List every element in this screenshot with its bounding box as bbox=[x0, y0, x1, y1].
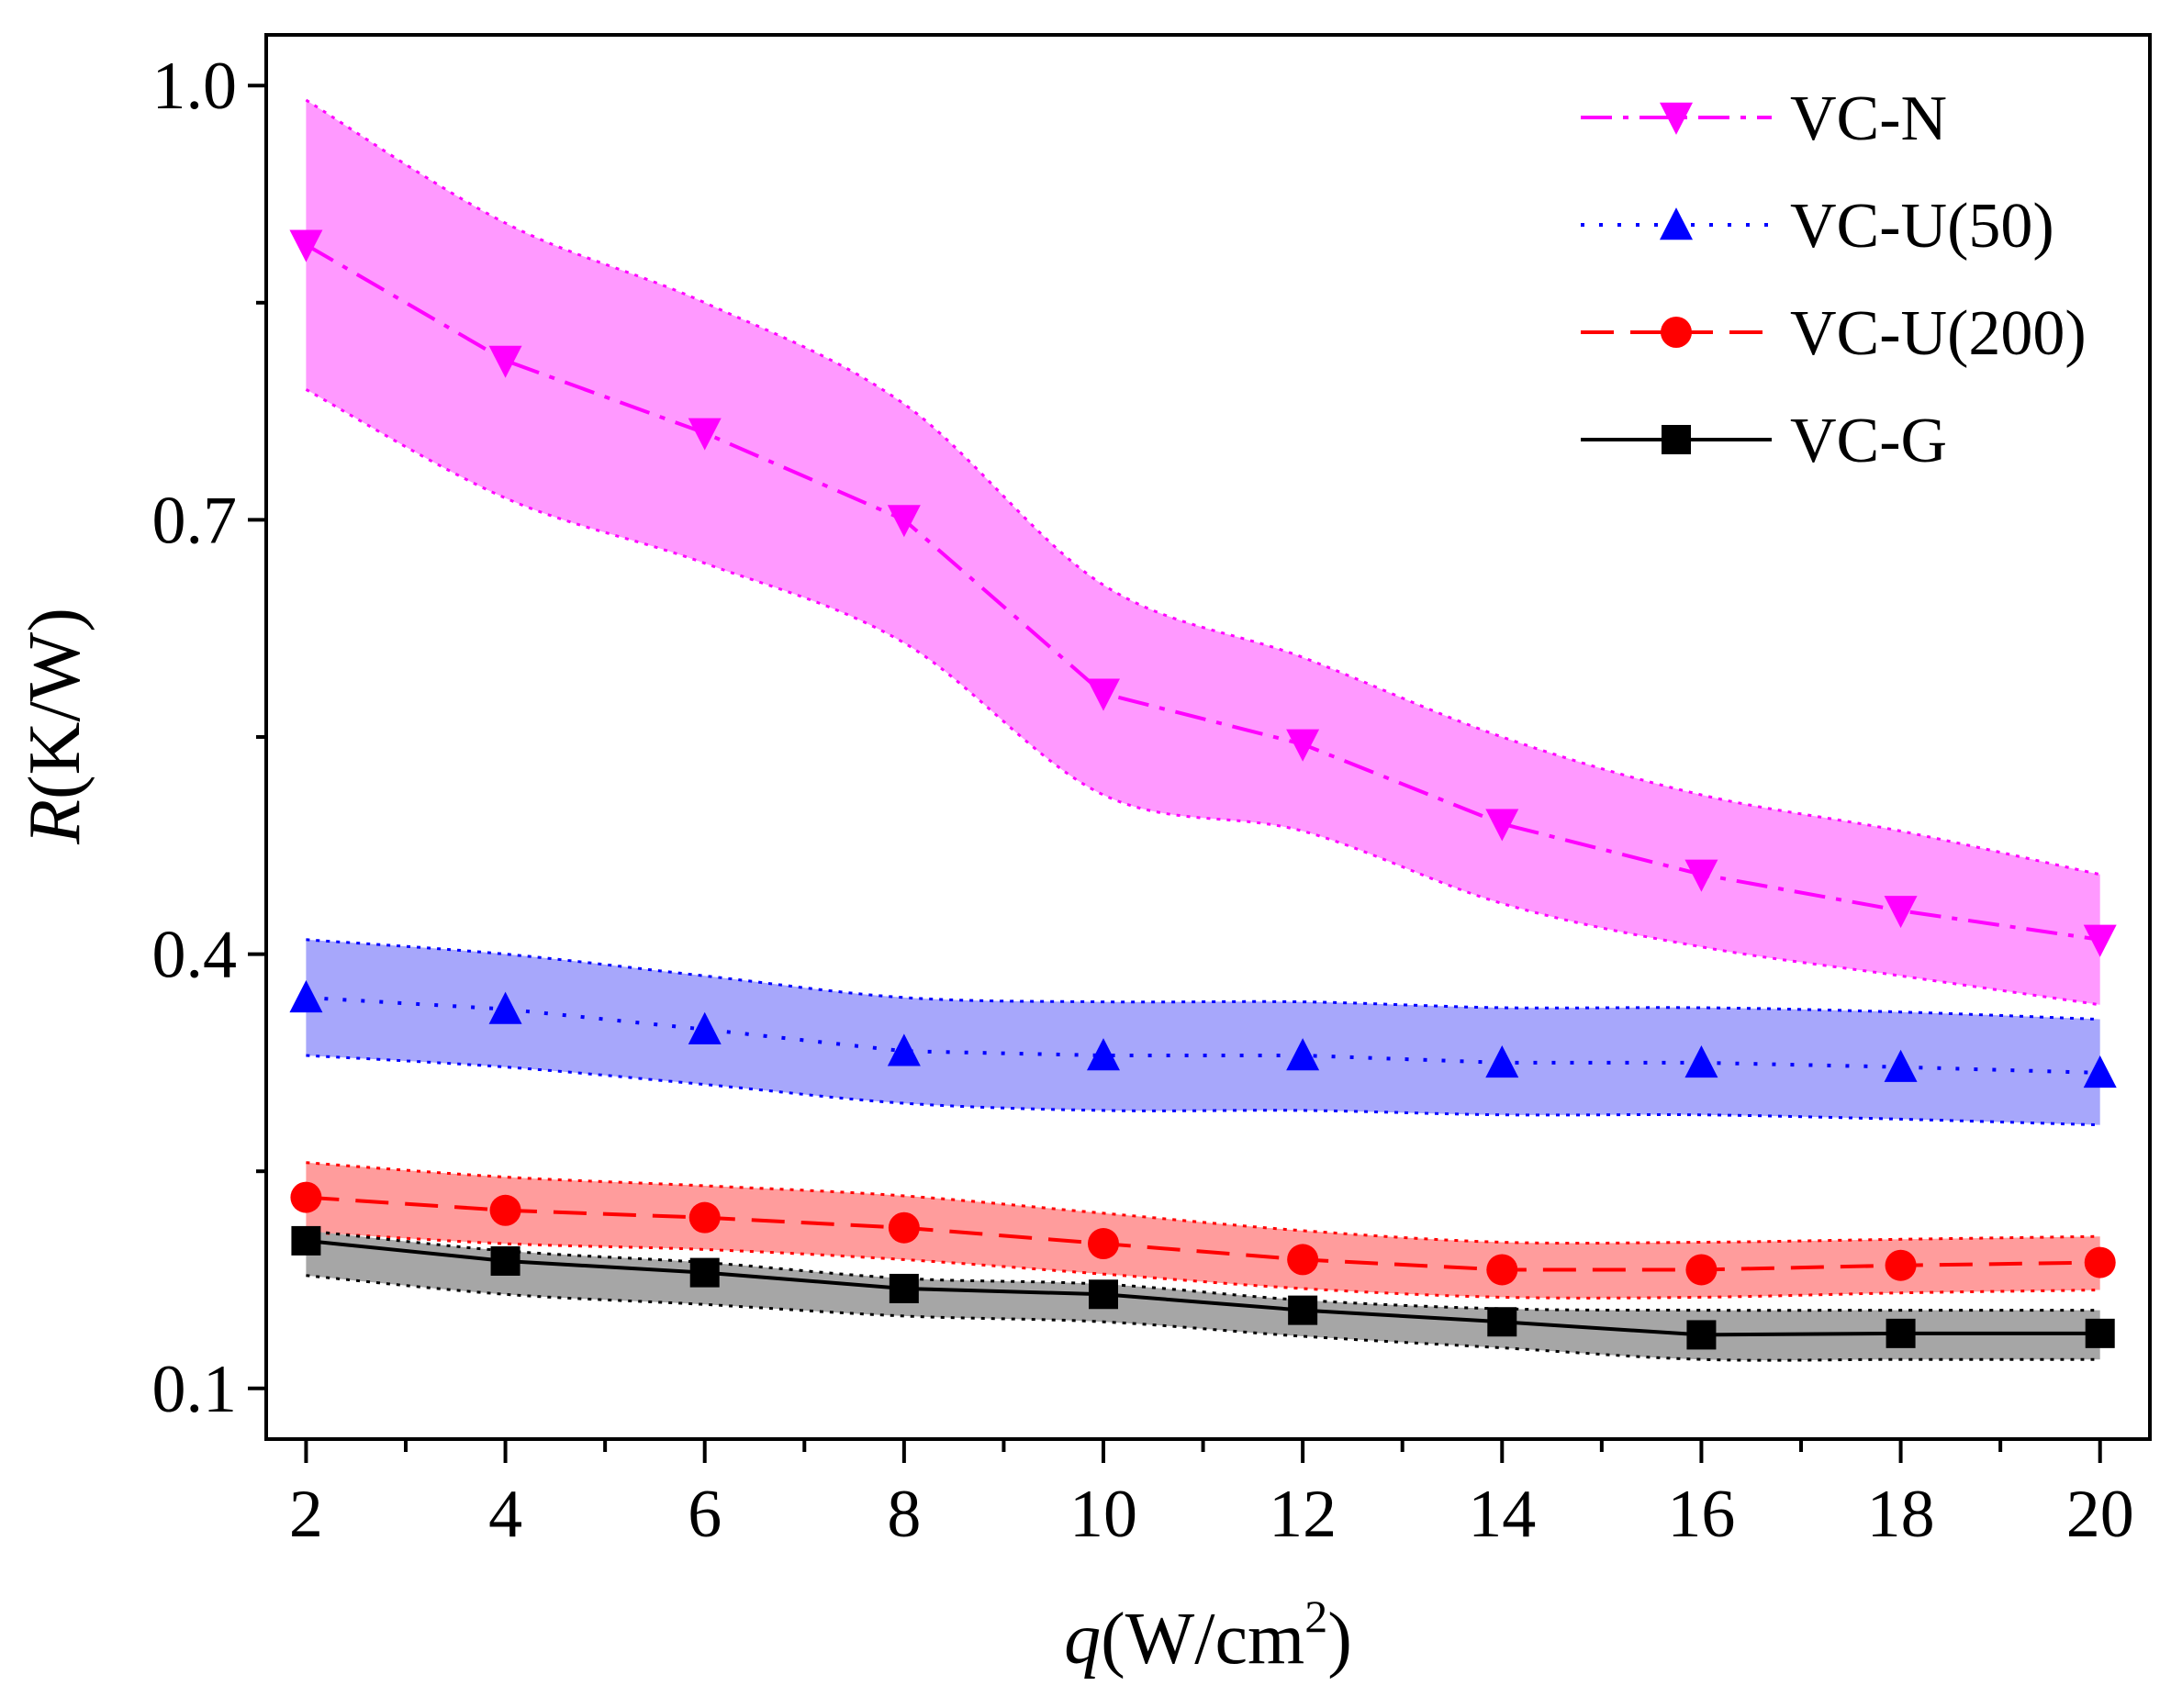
line-vc-u-200 bbox=[306, 1195, 2100, 1272]
point-vc-u-50-16 bbox=[1684, 1044, 1718, 1078]
x-axis-unit-close: ) bbox=[1327, 1599, 1352, 1680]
legend-label-vc-g: VC-G bbox=[1790, 406, 1947, 476]
point-vc-u-50-18 bbox=[1884, 1049, 1918, 1082]
point-vc-u-200-16 bbox=[1685, 1254, 1718, 1286]
x-tick-label-12: 12 bbox=[1269, 1477, 1337, 1552]
y-tick-label-0.4: 0.4 bbox=[152, 918, 238, 993]
band-upper-vc-n bbox=[305, 98, 2101, 876]
point-vc-g-6 bbox=[689, 1257, 720, 1288]
legend-marker-vc-u-200 bbox=[1661, 317, 1692, 348]
point-vc-g-18 bbox=[1886, 1318, 1916, 1348]
legend-label-vc-u-50: VC-U(50) bbox=[1790, 191, 2054, 262]
point-vc-n-20 bbox=[2083, 924, 2117, 957]
point-vc-u-50-8 bbox=[887, 1033, 921, 1066]
band-vc-g bbox=[306, 1230, 2100, 1361]
band-upper-vc-u-200 bbox=[306, 1161, 2100, 1245]
axis-titles: q(W/cm2) R(K/W) bbox=[15, 608, 1352, 1680]
point-vc-g-14 bbox=[1487, 1307, 1517, 1337]
point-vc-u-50-6 bbox=[688, 1011, 722, 1044]
legend-marker-vc-g bbox=[1662, 425, 1691, 454]
point-vc-n-8 bbox=[887, 505, 921, 538]
point-vc-u-50-14 bbox=[1485, 1044, 1519, 1078]
x-tick-label-8: 8 bbox=[887, 1477, 921, 1552]
legend-marker-vc-n bbox=[1660, 102, 1693, 135]
point-vc-u-50-20 bbox=[2083, 1055, 2117, 1088]
band-upper-vc-u-50 bbox=[306, 938, 2100, 1021]
x-tick-label-10: 10 bbox=[1069, 1477, 1137, 1552]
band-lower-vc-u-50 bbox=[306, 1054, 2100, 1127]
point-vc-g-8 bbox=[889, 1273, 919, 1303]
point-vc-n-2 bbox=[289, 229, 323, 262]
line-vc-g bbox=[306, 1238, 2100, 1337]
point-vc-g-10 bbox=[1089, 1279, 1118, 1310]
y-axis-label: R(K/W) bbox=[15, 608, 95, 845]
point-vc-u-200-8 bbox=[888, 1211, 920, 1244]
uncertainty-bands bbox=[306, 100, 2100, 1361]
band-lower-vc-u-200 bbox=[306, 1230, 2100, 1300]
point-vc-g-20 bbox=[2085, 1318, 2115, 1348]
point-vc-u-200-12 bbox=[1287, 1244, 1319, 1276]
x-tick-label-20: 20 bbox=[2066, 1477, 2134, 1552]
x-axis-label: q(W/cm2) bbox=[1064, 1591, 1352, 1680]
point-vc-u-200-14 bbox=[1486, 1254, 1518, 1286]
point-vc-u-50-4 bbox=[488, 991, 522, 1024]
y-axis-var: R bbox=[15, 799, 95, 845]
band-lower-vc-g bbox=[306, 1274, 2100, 1362]
y-tick-label-0.1: 0.1 bbox=[152, 1352, 238, 1427]
axes: 2 4 6 8 10 12 14 16 18 20 0.1 0.4 0.7 1.0 bbox=[152, 49, 2134, 1552]
x-tick-label-16: 16 bbox=[1667, 1477, 1735, 1552]
legend-label-vc-u-200: VC-U(200) bbox=[1790, 298, 2087, 369]
point-vc-u-200-2 bbox=[290, 1181, 322, 1213]
point-vc-u-50-12 bbox=[1286, 1038, 1320, 1071]
point-vc-u-50-2 bbox=[289, 980, 323, 1013]
point-vc-n-14 bbox=[1485, 809, 1519, 842]
point-vc-n-12 bbox=[1286, 729, 1320, 762]
point-vc-n-16 bbox=[1684, 859, 1718, 892]
x-tick-label-4: 4 bbox=[488, 1477, 522, 1552]
x-tick-label-14: 14 bbox=[1468, 1477, 1536, 1552]
y-tick-label-0.7: 0.7 bbox=[152, 483, 238, 558]
line-vc-n bbox=[305, 242, 2101, 942]
point-vc-u-200-4 bbox=[489, 1194, 521, 1226]
point-vc-g-16 bbox=[1686, 1320, 1717, 1350]
y-tick-label-1: 1.0 bbox=[152, 49, 238, 124]
x-tick-label-2: 2 bbox=[289, 1477, 323, 1552]
band-vc-n bbox=[306, 100, 2100, 1005]
point-vc-u-200-20 bbox=[2084, 1246, 2116, 1278]
legend-label-vc-n: VC-N bbox=[1790, 84, 1947, 154]
x-tick-label-6: 6 bbox=[688, 1477, 722, 1552]
x-axis-unit: (W/cm bbox=[1101, 1599, 1304, 1680]
point-vc-g-4 bbox=[490, 1245, 520, 1276]
point-vc-n-6 bbox=[688, 418, 722, 451]
point-vc-u-200-18 bbox=[1885, 1249, 1917, 1281]
point-vc-n-10 bbox=[1087, 678, 1120, 711]
series-markers bbox=[289, 229, 2117, 1350]
x-tick-label-18: 18 bbox=[1867, 1477, 1935, 1552]
point-vc-n-18 bbox=[1884, 896, 1918, 929]
point-vc-g-2 bbox=[291, 1225, 321, 1256]
band-vc-u-200 bbox=[306, 1162, 2100, 1299]
band-vc-u-50 bbox=[306, 939, 2100, 1125]
point-vc-n-4 bbox=[488, 345, 522, 378]
legend: VC-N VC-U(50) VC-U(200) VC-G bbox=[1581, 84, 2087, 476]
y-axis-unit: (K/W) bbox=[15, 608, 95, 799]
point-vc-u-200-6 bbox=[688, 1201, 721, 1234]
band-lower-vc-n bbox=[305, 388, 2100, 1007]
series-lines bbox=[305, 242, 2101, 1337]
legend-marker-vc-u-50 bbox=[1660, 207, 1693, 240]
point-vc-u-200-10 bbox=[1088, 1228, 1119, 1260]
band-upper-vc-g bbox=[306, 1229, 2100, 1312]
band-bound-lines bbox=[305, 98, 2101, 1362]
point-vc-u-50-10 bbox=[1087, 1038, 1120, 1071]
point-vc-g-12 bbox=[1288, 1295, 1318, 1325]
x-axis-unit-superscript: 2 bbox=[1304, 1591, 1327, 1642]
x-axis-var: q bbox=[1064, 1599, 1101, 1680]
